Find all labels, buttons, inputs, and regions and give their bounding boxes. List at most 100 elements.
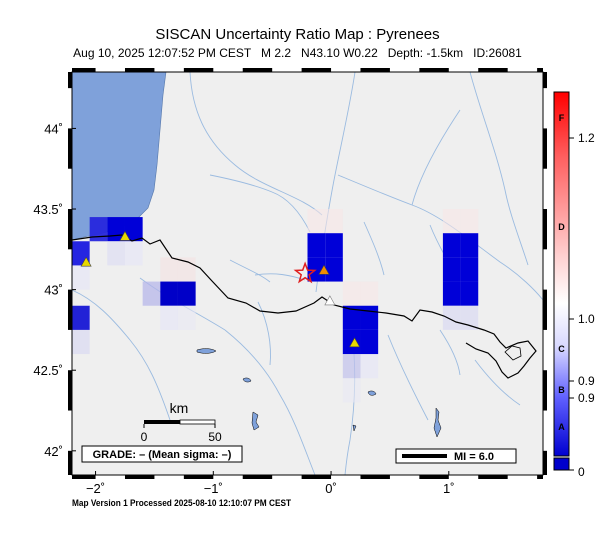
frame-tick (543, 209, 547, 250)
grid-cell (360, 354, 379, 379)
frame-tick (543, 128, 547, 169)
grid-cell (360, 305, 379, 330)
frame-tick (419, 68, 449, 72)
colorbar-letter-d: D (558, 222, 565, 232)
grid-cell (342, 354, 361, 379)
station-triangle-icon[interactable] (318, 264, 330, 275)
grid-cell (177, 257, 196, 282)
grid-cell (360, 329, 379, 355)
map-title: SISCAN Uncertainty Ratio Map : Pyrenees (155, 26, 440, 43)
grid-cell (177, 305, 196, 330)
lon-label: −2˚ (86, 481, 105, 496)
map-subtitle: Aug 10, 2025 12:07:52 PM CEST M 2.2 N43.… (73, 46, 522, 60)
frame-tick (68, 450, 72, 475)
frame-tick (68, 209, 72, 250)
frame-tick (543, 450, 547, 475)
grid-cell (342, 281, 361, 306)
frame-tick (124, 68, 155, 72)
frame-tick (419, 475, 449, 479)
grade-box: GRADE: – (Mean sigma: –) (81, 445, 243, 463)
grid-cell (442, 305, 461, 330)
bay-of-biscay (72, 72, 167, 241)
frame-tick (68, 128, 72, 169)
mi-legend: MI = 6.0 (395, 448, 517, 464)
frame-tick (72, 475, 96, 479)
grid-cell (460, 209, 479, 234)
lon-label: 1˚ (443, 481, 455, 496)
svg-text:0: 0 (141, 430, 148, 444)
frame-tick (537, 475, 543, 479)
frame-tick (242, 475, 273, 479)
grid-cell (460, 281, 479, 306)
country-border (72, 234, 537, 379)
station-triangle-icon[interactable] (80, 256, 92, 267)
scale-bar: km 0 50 (141, 400, 222, 444)
frame-tick (543, 72, 547, 89)
frame-tick (301, 475, 332, 479)
grid-cell (72, 265, 90, 290)
frame-tick (68, 289, 72, 330)
colorbar-value-1: 1.2 (578, 131, 595, 145)
colorbar-zero-swatch (553, 457, 570, 471)
colorbar-letter-c: C (558, 344, 565, 354)
grid-cell (124, 241, 143, 266)
grid-cell (72, 305, 90, 330)
colorbar-value-4: 0.9 (578, 391, 595, 405)
grid-cell (442, 233, 461, 258)
frame-tick (543, 289, 547, 330)
frame-tick (537, 68, 543, 72)
reservoirs (196, 348, 442, 438)
frame-tick (124, 475, 155, 479)
colorbar-value-3: 0.9 (578, 374, 595, 388)
frame-tick (360, 68, 390, 72)
station-triangle-icon[interactable] (324, 295, 336, 306)
grid-cell (107, 241, 125, 266)
frame-ticks (68, 68, 547, 479)
svg-text:km: km (170, 400, 189, 416)
station-triangle-icon[interactable] (349, 337, 361, 348)
map-footer: Map Version 1 Processed 2025-08-10 12:10… (72, 498, 292, 508)
grid-cell (72, 329, 90, 355)
frame-tick (242, 68, 273, 72)
grid-cell (442, 281, 461, 306)
grid-cell (307, 209, 326, 234)
longitude-labels: −2˚ −1˚ 0˚ 1˚ (86, 471, 455, 496)
frame-tick (360, 475, 390, 479)
svg-text:50: 50 (208, 430, 222, 444)
grid-cell (124, 217, 143, 242)
colorbar-value-2: 1.0 (578, 312, 595, 326)
epicenter-star-icon[interactable] (293, 261, 317, 284)
colorbar-letter-f: F (559, 113, 565, 123)
grid-cell (89, 217, 108, 242)
grid-cell (325, 209, 343, 234)
colorbar-letter-a: A (558, 422, 565, 432)
lat-label: 44˚ (44, 121, 63, 136)
station-triangle-icon[interactable] (119, 230, 131, 241)
grid-cell (160, 305, 178, 330)
colorbar: F D C B A 1.2 1.0 0.9 0.9 0 (553, 91, 595, 479)
colorbar-letter-b: B (558, 385, 565, 395)
frame-tick (68, 72, 72, 89)
grid-cell (307, 257, 326, 282)
frame-tick (478, 475, 508, 479)
grid-cell (460, 233, 479, 258)
frame-tick (183, 475, 214, 479)
latitude-labels: 44˚ 43.5˚ 43˚ 42.5˚ 42˚ (33, 121, 76, 459)
colorbar-value-5: 0 (578, 465, 585, 479)
grid-cell (342, 305, 361, 330)
frame-tick (72, 68, 96, 72)
frame-tick (301, 68, 332, 72)
frame-tick (68, 370, 72, 411)
grid-cell (160, 257, 178, 282)
grade-label: GRADE: – (Mean sigma: –) (93, 449, 232, 461)
grid-cell (307, 233, 326, 258)
grid-cell (442, 209, 461, 234)
grid-cell (325, 257, 343, 282)
grid-cell (460, 257, 479, 282)
lon-label: −1˚ (204, 481, 223, 496)
frame-tick (183, 68, 214, 72)
lon-label: 0˚ (325, 481, 337, 496)
grid-cell (342, 329, 361, 355)
mi-label: MI = 6.0 (454, 451, 494, 463)
